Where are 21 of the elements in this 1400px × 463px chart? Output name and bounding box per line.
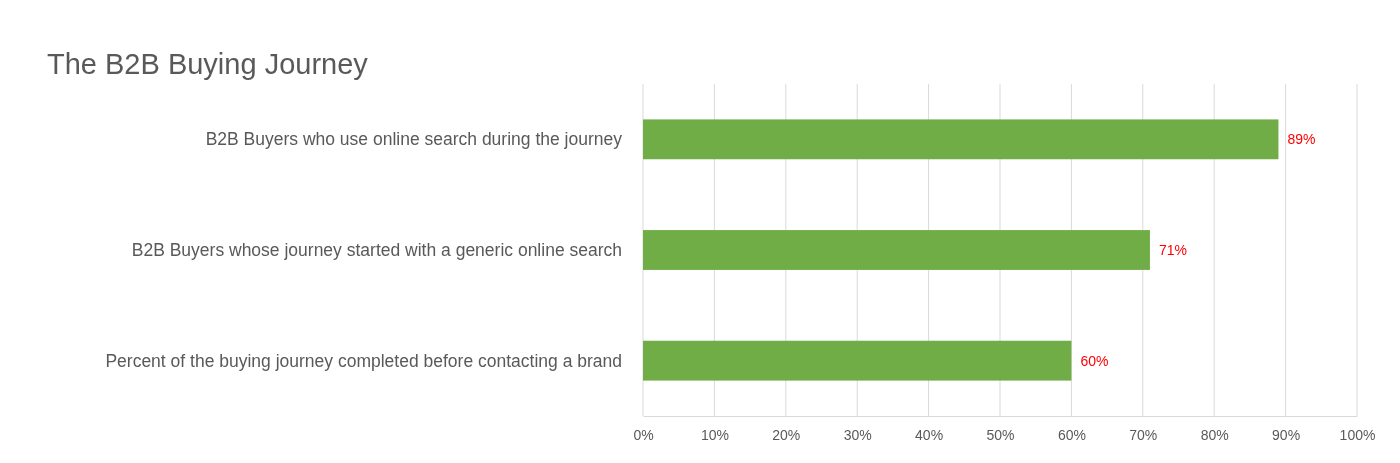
x-tick-label: 50% bbox=[986, 426, 1015, 443]
x-tick-label: 0% bbox=[633, 426, 654, 443]
bar bbox=[643, 230, 1150, 270]
y-tick-label: B2B Buyers who use online search during the journey bbox=[205, 129, 623, 150]
text: The B2B Buying Journey bbox=[47, 48, 369, 80]
x-tick-label: 70% bbox=[1129, 426, 1158, 443]
data-label: 89% bbox=[1287, 131, 1316, 148]
bar bbox=[643, 119, 1279, 160]
x-tick-label: 20% bbox=[772, 426, 801, 443]
x-tick-label: 30% bbox=[843, 426, 872, 443]
x-tick-label: 40% bbox=[915, 426, 944, 443]
x-tick-label: 80% bbox=[1200, 426, 1229, 443]
bar bbox=[643, 340, 1072, 381]
y-tick-label: Percent of the buying journey completed before contacting a brand bbox=[105, 350, 622, 371]
data-label: 71% bbox=[1158, 241, 1187, 258]
x-tick-label: 100% bbox=[1339, 426, 1376, 443]
x-tick-label: 90% bbox=[1272, 426, 1301, 443]
y-tick-label: B2B Buyers whose journey started with a generic online search bbox=[131, 240, 622, 261]
x-tick-label: 60% bbox=[1057, 426, 1086, 443]
x-tick-label: 10% bbox=[700, 426, 729, 443]
data-label: 60% bbox=[1080, 352, 1109, 369]
